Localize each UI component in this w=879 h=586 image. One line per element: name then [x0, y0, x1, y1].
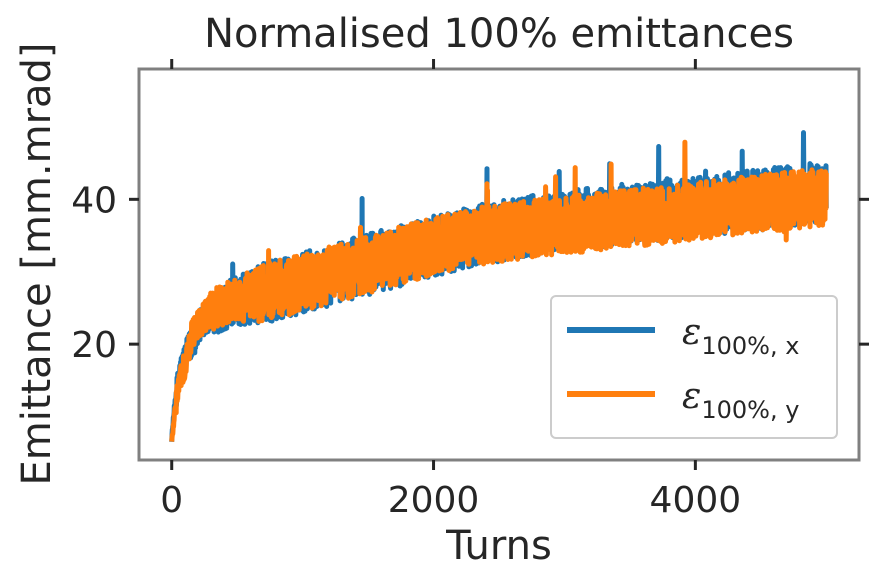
- x-axis-label: Turns: [446, 523, 552, 569]
- x-tick-label: 0: [160, 480, 183, 521]
- legend-label-x-main: ε: [682, 312, 701, 353]
- legend: ε100%, x ε100%, y: [550, 295, 838, 439]
- legend-label-x-sub: 100%, x: [701, 332, 799, 360]
- x-tick-label: 2000: [388, 480, 480, 521]
- y-tick-label: 20: [71, 325, 117, 366]
- y-axis-label: Emittance [mm.mrad]: [14, 42, 60, 486]
- chart-title: Normalised 100% emittances: [204, 11, 794, 57]
- tick-layer: 0 2000 4000 20 40: [71, 59, 869, 521]
- y-tick-label: 40: [71, 180, 117, 221]
- plot-frame: [137, 67, 861, 462]
- x-tick-label: 4000: [650, 480, 742, 521]
- legend-label-y: ε100%, y: [682, 376, 799, 424]
- legend-label-x: ε100%, x: [682, 312, 799, 360]
- legend-label-y-main: ε: [682, 376, 701, 417]
- legend-label-y-sub: 100%, y: [701, 396, 799, 424]
- series-layer: [169, 130, 829, 442]
- series-line-y: [169, 139, 829, 442]
